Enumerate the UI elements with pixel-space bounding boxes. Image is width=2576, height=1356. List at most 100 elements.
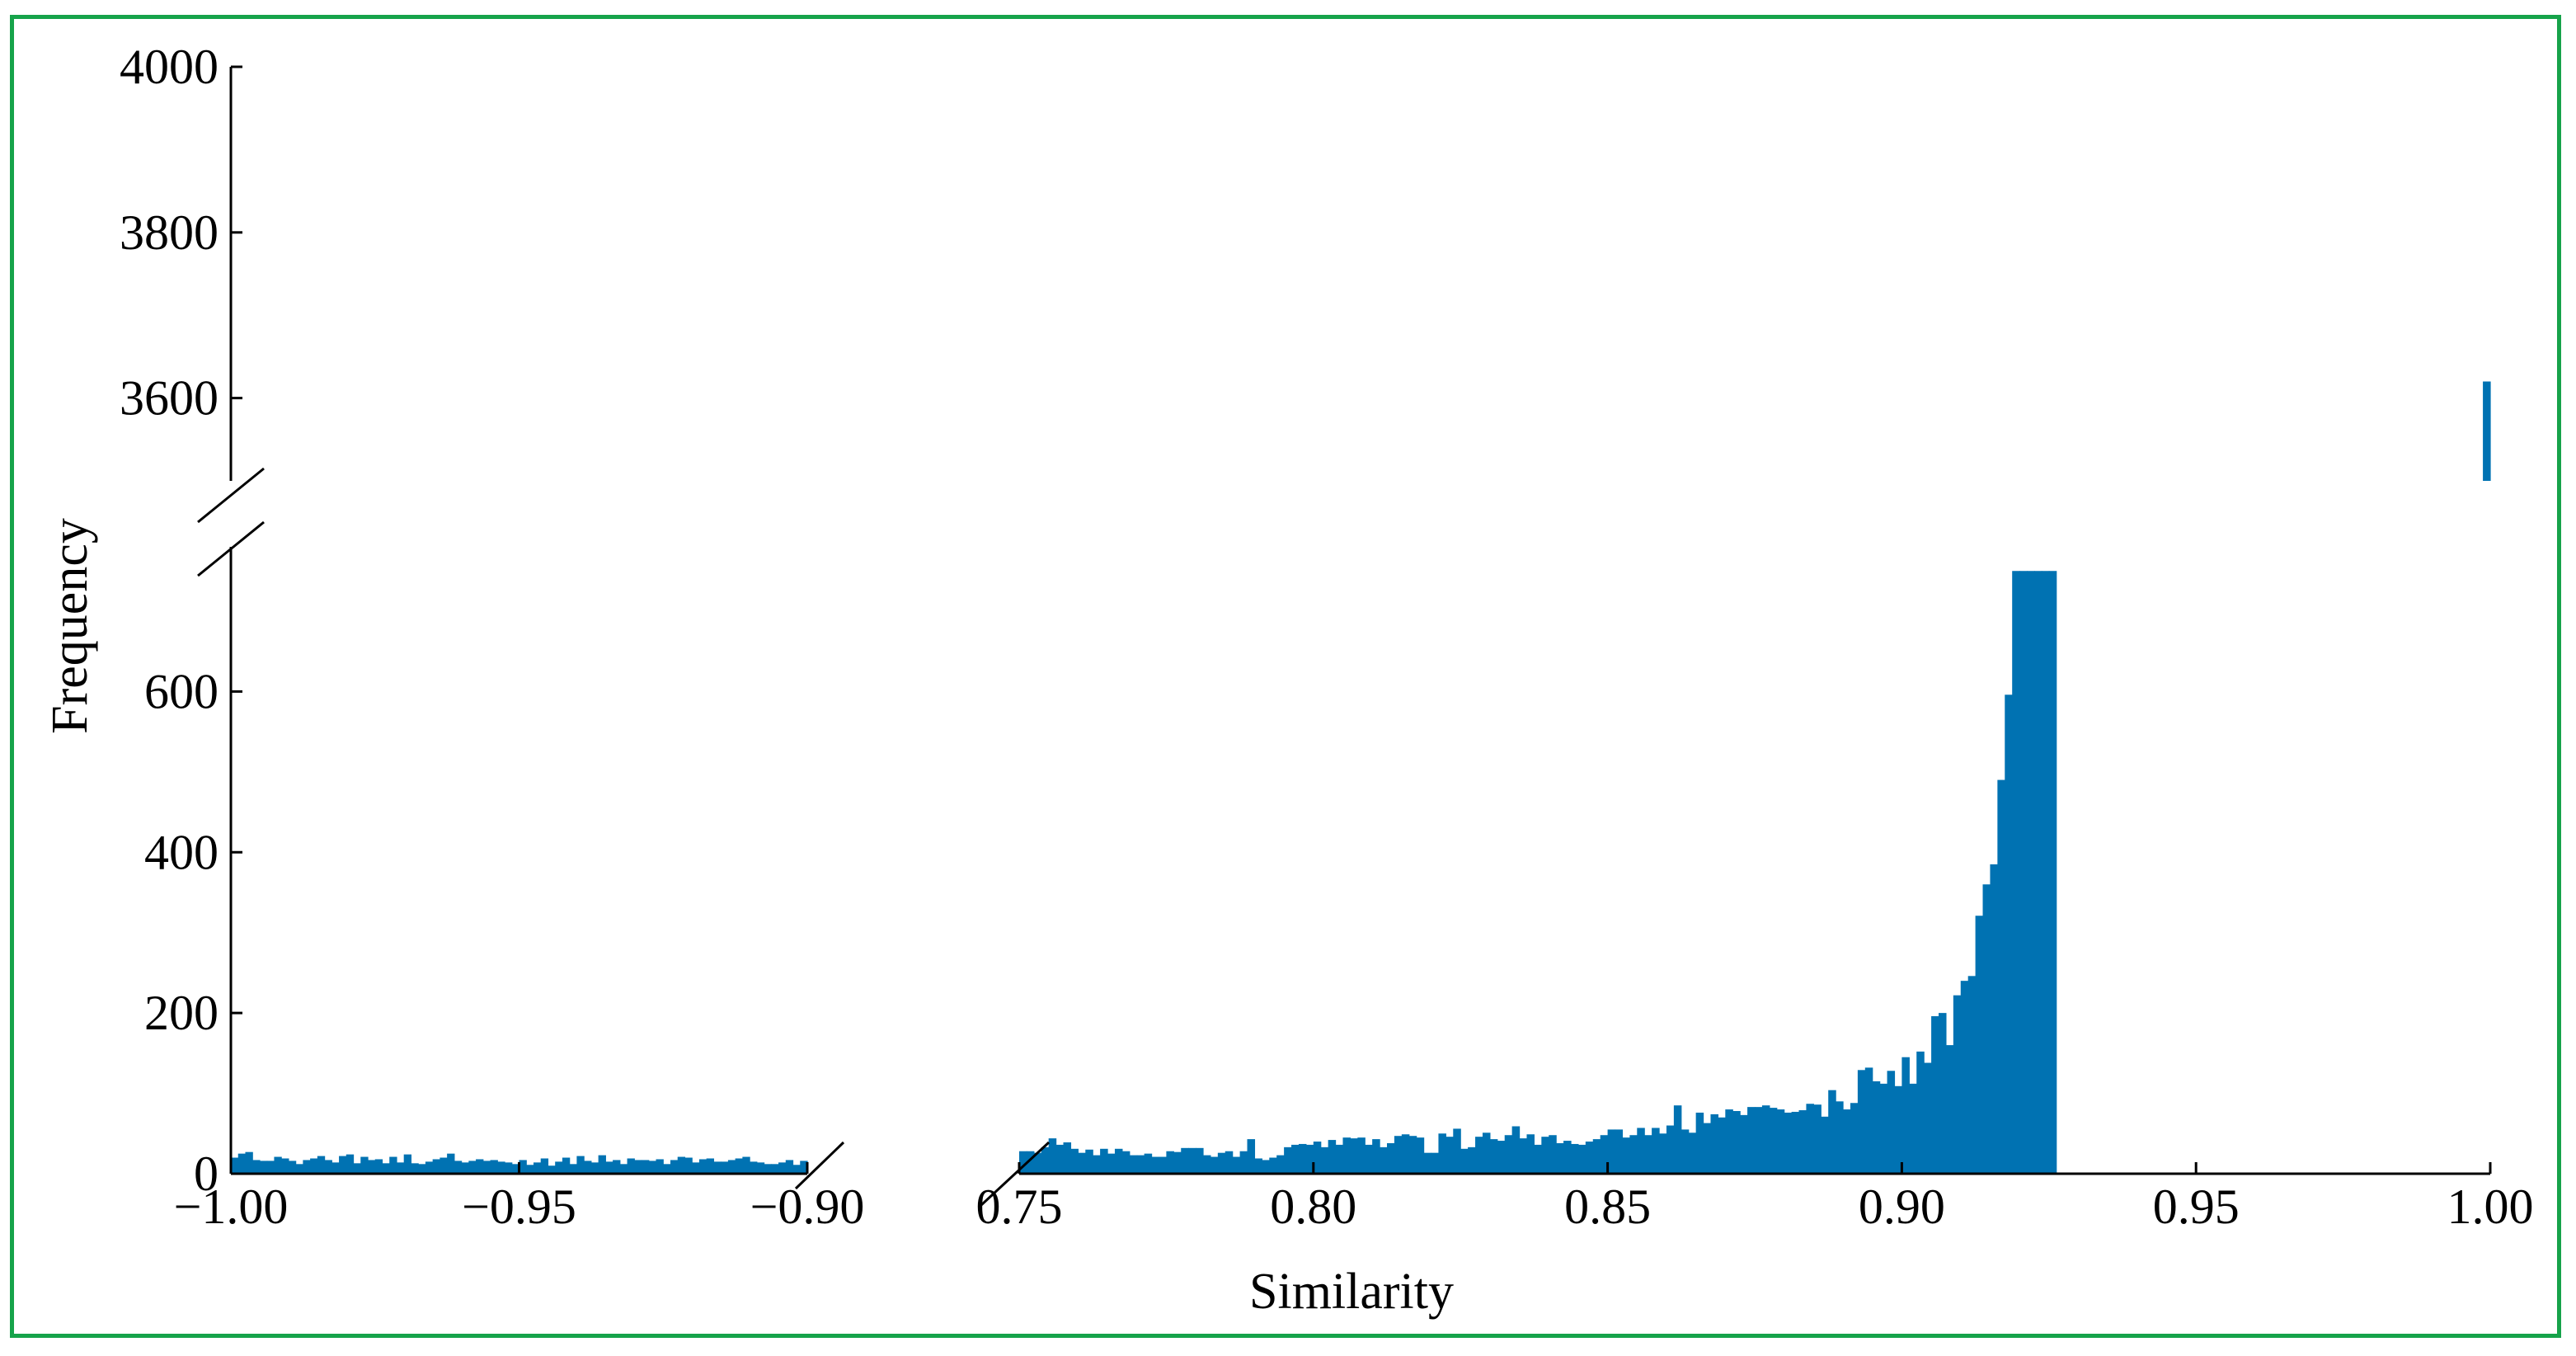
- histogram-bar: [1732, 1111, 1741, 1174]
- y-tick-label: 4000: [120, 40, 219, 94]
- histogram-bar: [1284, 1146, 1292, 1174]
- histogram-bar: [735, 1158, 743, 1174]
- histogram-bar: [1740, 1114, 1748, 1174]
- y-axis-label: Frequency: [42, 518, 98, 734]
- histogram-bar: [1556, 1142, 1564, 1174]
- histogram-bar: [403, 1154, 412, 1174]
- histogram-bar: [1372, 1139, 1380, 1174]
- histogram-bar: [461, 1162, 469, 1174]
- histogram-bar: [1577, 1144, 1586, 1174]
- histogram-bar: [1475, 1137, 1483, 1174]
- chart-frame: −1.00 −0.95 −0.90 0.75 0.80 0.85 0.90 0.95 1.00 0…: [10, 15, 2561, 1338]
- histogram-bar: [1114, 1148, 1123, 1174]
- histogram-bar: [778, 1162, 787, 1174]
- histogram-bar: [1335, 1144, 1344, 1174]
- histogram-bar: [1695, 1112, 1704, 1174]
- histogram-bar: [1916, 1051, 1925, 1174]
- histogram-bar: [1828, 1090, 1836, 1174]
- histogram-bar: [519, 1160, 527, 1174]
- histogram-bar: [1997, 779, 2005, 1174]
- histogram-bar: [1879, 1083, 1888, 1174]
- histogram-bar: [1093, 1155, 1101, 1174]
- histogram-bar: [1497, 1141, 1506, 1174]
- histogram-bar: [1328, 1140, 1337, 1174]
- histogram-bar: [1718, 1117, 1726, 1174]
- histogram-bar: [2012, 571, 2020, 1174]
- histogram-bar: [756, 1162, 765, 1174]
- histogram-bar: [1901, 1057, 1910, 1174]
- histogram-bar: [1298, 1143, 1307, 1174]
- histogram-bar: [1408, 1136, 1417, 1174]
- histogram-bar: [1585, 1142, 1594, 1174]
- histogram-bar: [1085, 1149, 1093, 1174]
- histogram-bar: [634, 1160, 642, 1174]
- histogram-bar: [677, 1156, 686, 1174]
- histogram-bar: [1350, 1138, 1358, 1174]
- histogram-bar: [1342, 1137, 1351, 1174]
- histogram-bar: [1365, 1144, 1373, 1174]
- histogram-bar: [2041, 571, 2050, 1174]
- histogram-bar: [1982, 884, 1991, 1174]
- axes: [197, 67, 2490, 1207]
- histogram-bar: [1843, 1109, 1851, 1174]
- y-tick-label: 3800: [120, 205, 219, 260]
- histogram-bar: [2033, 571, 2042, 1174]
- histogram-bar: [1121, 1151, 1131, 1174]
- histogram-bar: [1571, 1143, 1579, 1174]
- histogram-bar: [1431, 1152, 1440, 1174]
- histogram-bar: [252, 1160, 261, 1174]
- histogram-bar: [1563, 1141, 1572, 1174]
- histogram-bar: [533, 1162, 542, 1174]
- histogram-bar: [590, 1162, 599, 1174]
- histogram-bar: [425, 1161, 434, 1174]
- histogram-bar: [713, 1161, 722, 1174]
- histogram-bar: [1761, 1105, 1770, 1174]
- histogram-bar: [1747, 1107, 1756, 1174]
- histogram-bar: [505, 1162, 513, 1174]
- histogram-bar: [353, 1163, 361, 1174]
- histogram-bar: [331, 1162, 340, 1174]
- histogram-bar: [1048, 1138, 1057, 1174]
- histogram-bar: [245, 1151, 253, 1174]
- histogram-bar: [706, 1158, 715, 1174]
- histogram-bar: [396, 1162, 405, 1174]
- histogram-bar: [1526, 1134, 1535, 1174]
- histogram-bars: [231, 381, 2491, 1174]
- histogram-bar: [482, 1161, 491, 1174]
- histogram-bar: [1534, 1144, 1542, 1174]
- histogram-bar: [231, 1157, 239, 1174]
- histogram-bar: [1931, 1016, 1939, 1174]
- histogram-bar: [1806, 1104, 1814, 1174]
- histogram-bar: [698, 1159, 707, 1174]
- y-break-mark-upper: [197, 467, 265, 524]
- histogram-bar: [1945, 1045, 1954, 1174]
- histogram-bar: [288, 1161, 297, 1174]
- histogram-bar: [2027, 571, 2035, 1174]
- histogram-bar: [237, 1153, 247, 1174]
- x-tick-label: 0.85: [1564, 1179, 1651, 1234]
- histogram-bar: [1232, 1156, 1241, 1174]
- histogram-bar: [1482, 1132, 1491, 1174]
- histogram-bar: [598, 1155, 606, 1174]
- histogram-bar: [432, 1159, 440, 1174]
- histogram-bar: [1445, 1137, 1454, 1174]
- x-tick-label: 0.90: [1859, 1179, 1945, 1234]
- histogram-bar: [511, 1164, 520, 1174]
- histogram-bar: [389, 1156, 397, 1174]
- histogram-bar: [771, 1164, 779, 1174]
- histogram-bar: [1019, 1151, 1027, 1174]
- histogram-bar: [1791, 1111, 1800, 1174]
- histogram-bar: [1181, 1147, 1189, 1174]
- x-tick-label: 0.80: [1270, 1179, 1356, 1234]
- histogram-bar: [1033, 1152, 1042, 1174]
- histogram-bar: [1387, 1142, 1395, 1174]
- histogram-bar: [339, 1156, 347, 1174]
- histogram-bar: [1313, 1142, 1322, 1174]
- histogram-bar: [727, 1160, 736, 1174]
- histogram-bar: [497, 1161, 505, 1174]
- histogram-bar: [1070, 1148, 1079, 1174]
- histogram-bar: [1769, 1108, 1778, 1174]
- histogram-bar: [800, 1161, 808, 1174]
- histogram-bar: [440, 1157, 448, 1174]
- histogram-bar: [303, 1160, 311, 1174]
